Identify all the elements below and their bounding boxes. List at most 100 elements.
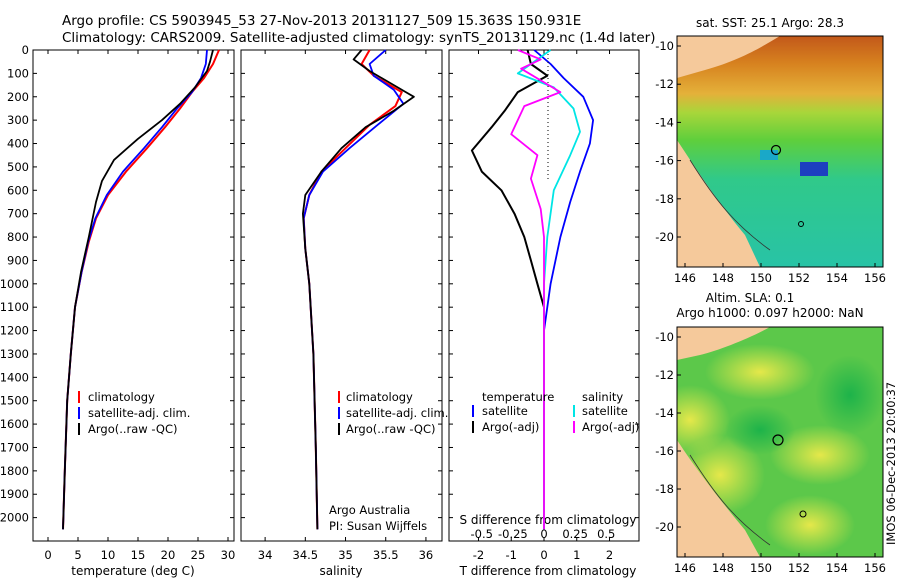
map-x-tick-label: 150 xyxy=(750,561,772,575)
difference-x-axis: -2 -1 0 1 2 xyxy=(473,50,613,562)
temperature-xlabel: temperature (deg C) xyxy=(71,564,194,578)
cold-pixels xyxy=(800,162,828,176)
depth-tick-label: 400 xyxy=(7,137,29,151)
map-x-tick-label: 154 xyxy=(826,561,848,575)
salinity-panel xyxy=(240,49,443,542)
legend-climatology: climatology xyxy=(346,390,413,404)
depth-tick-label: 1400 xyxy=(0,370,29,384)
profile-line xyxy=(533,49,594,530)
map-y-tick-label: -12 xyxy=(655,77,674,91)
map-y-tick-label: -20 xyxy=(655,520,674,534)
t-difference-xlabel: T difference from climatology xyxy=(459,564,637,578)
map-y-tick-label: -10 xyxy=(655,330,674,344)
s-tick-label: 0 xyxy=(540,527,547,541)
sla-map-title-line1: Altim. SLA: 0.1 xyxy=(706,291,794,305)
argo-position-marker xyxy=(772,434,784,446)
salinity-legend: climatology satellite-adj. clim. Argo(..… xyxy=(329,390,448,533)
map-x-tick-label: 148 xyxy=(712,271,734,285)
difference-profiles xyxy=(470,49,594,530)
cool-patch xyxy=(760,150,778,160)
depth-tick-label: 1200 xyxy=(0,324,29,338)
sst-map-axes: 146 148 150 152 154 156 -10 -12 -14 -16 -18 -20 xyxy=(655,39,886,285)
legend-satellite: satellite-adj. clim. xyxy=(346,406,448,420)
x-tick-label: 30 xyxy=(221,548,236,562)
shelf-contour xyxy=(689,454,771,546)
temperature-x-axis: 0 5 10 15 20 25 30 xyxy=(44,50,235,562)
profile-line xyxy=(516,49,581,530)
depth-axis: 0 100 200 300 400 500 600 700 800 900 1000 1100 1200… xyxy=(0,43,639,525)
depth-tick-label: 100 xyxy=(7,66,29,80)
x-tick-label: 25 xyxy=(191,548,206,562)
depth-tick-label: 1800 xyxy=(0,464,29,478)
x-tick-label: 36 xyxy=(419,548,434,562)
depth-tick-label: 500 xyxy=(7,160,29,174)
x-tick-label: 0 xyxy=(540,548,547,562)
map-x-tick-label: 154 xyxy=(826,271,848,285)
profile-line xyxy=(62,49,220,530)
depth-tick-label: 800 xyxy=(7,230,29,244)
depth-tick-label: 1500 xyxy=(0,394,29,408)
difference-legend: temperature satellite Argo(-adj) salinit… xyxy=(472,390,639,434)
depth-tick-label: 900 xyxy=(7,253,29,267)
depth-tick-label: 1000 xyxy=(0,277,29,291)
x-tick-label: -2 xyxy=(473,548,484,562)
attribution-line2: PI: Susan Wijffels xyxy=(329,519,427,533)
legend-s-argo: Argo(-adj) xyxy=(582,420,639,434)
map-x-tick-label: 148 xyxy=(712,561,734,575)
depth-tick-label: 300 xyxy=(7,113,29,127)
legend-t-satellite: satellite xyxy=(482,404,528,418)
figure-title-line1: Argo profile: CS 5903945_53 27-Nov-2013 … xyxy=(62,13,581,29)
depth-tick-label: 2000 xyxy=(0,511,29,525)
x-tick-label: 34 xyxy=(258,548,273,562)
map-x-tick-label: 152 xyxy=(788,561,810,575)
depth-tick-label: 1100 xyxy=(0,300,29,314)
legend-s-satellite: satellite xyxy=(582,404,628,418)
map-y-tick-label: -18 xyxy=(655,192,674,206)
depth-tick-label: 0 xyxy=(22,43,29,57)
sst-map xyxy=(677,36,883,267)
depth-tick-label: 1900 xyxy=(0,487,29,501)
map-y-tick-label: -16 xyxy=(655,154,674,168)
salinity-x-axis: 34 34.5 35 35.5 36 xyxy=(258,50,433,562)
map-y-tick-label: -12 xyxy=(655,368,674,382)
legend-climatology: climatology xyxy=(88,390,155,404)
secondary-marker xyxy=(798,221,804,227)
salinity-profiles xyxy=(302,49,415,530)
s-tick-label: -0.25 xyxy=(498,527,528,541)
depth-tick-label: 1600 xyxy=(0,417,29,431)
sla-map-axes: 146 148 150 152 154 156 -10 -12 -14 -16 -18 -20 xyxy=(655,330,886,575)
land-new-guinea xyxy=(677,36,780,78)
map-x-tick-label: 146 xyxy=(674,271,696,285)
profile-line xyxy=(62,49,214,530)
sla-map-title-line2: Argo h1000: 0.097 h2000: NaN xyxy=(676,306,863,320)
map-y-tick-label: -10 xyxy=(655,39,674,53)
map-x-tick-label: 150 xyxy=(750,271,772,285)
legend-temperature-title: temperature xyxy=(482,390,554,404)
sla-map-frame xyxy=(676,326,884,558)
profile-line xyxy=(510,49,562,530)
x-tick-label: 10 xyxy=(101,548,116,562)
x-tick-label: 35.5 xyxy=(373,548,399,562)
map-x-tick-label: 156 xyxy=(864,271,886,285)
legend-satellite: satellite-adj. clim. xyxy=(88,406,190,420)
salinity-xlabel: salinity xyxy=(319,564,362,578)
land-new-guinea xyxy=(677,327,770,360)
sst-map-frame xyxy=(676,35,884,268)
x-tick-label: 1 xyxy=(573,548,580,562)
shelf-contour xyxy=(689,159,771,251)
legend-salinity-title: salinity xyxy=(582,390,623,404)
x-tick-label: 0 xyxy=(44,548,51,562)
attribution-line1: Argo Australia xyxy=(329,503,410,517)
depth-tick-label: 600 xyxy=(7,183,29,197)
x-tick-label: 34.5 xyxy=(293,548,319,562)
temperature-panel xyxy=(32,49,235,542)
sst-map-title: sat. SST: 25.1 Argo: 28.3 xyxy=(696,16,844,30)
profile-line xyxy=(302,49,403,530)
depth-tick-label: 1300 xyxy=(0,347,29,361)
temperature-profiles xyxy=(62,49,220,530)
legend-t-argo: Argo(-adj) xyxy=(482,420,539,434)
map-y-tick-label: -20 xyxy=(655,230,674,244)
map-y-tick-label: -18 xyxy=(655,482,674,496)
map-y-tick-label: -14 xyxy=(655,406,674,420)
